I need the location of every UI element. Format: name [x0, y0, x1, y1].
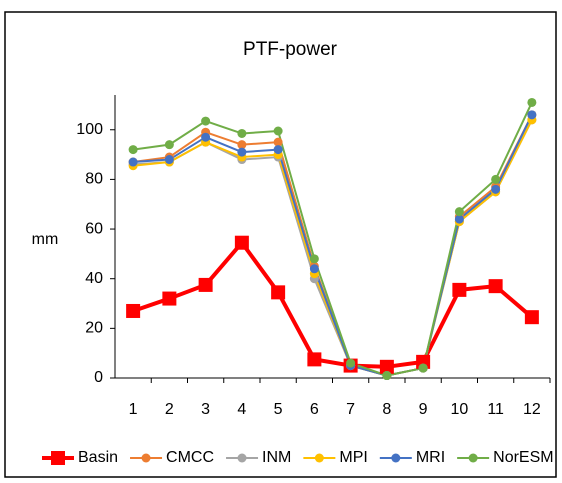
- data-point: [237, 147, 247, 157]
- data-point: [491, 184, 501, 194]
- data-point: [273, 145, 283, 155]
- data-point: [454, 214, 464, 224]
- x-tick-label: 4: [237, 401, 246, 418]
- x-tick-label: 12: [523, 401, 541, 418]
- x-tick-label: 9: [419, 401, 428, 418]
- x-tick-label: 7: [346, 401, 355, 418]
- data-point: [346, 358, 356, 368]
- legend-label: MRI: [416, 449, 445, 466]
- data-point: [382, 371, 392, 381]
- y-tick-label: 20: [85, 320, 103, 337]
- data-point: [488, 279, 503, 294]
- legend-label: Basin: [78, 449, 118, 466]
- data-point: [126, 303, 141, 318]
- x-tick-label: 3: [201, 401, 210, 418]
- data-point: [201, 116, 211, 126]
- y-tick-label: 100: [76, 121, 103, 138]
- legend-marker: [391, 453, 401, 463]
- data-point: [491, 174, 501, 184]
- data-point: [273, 126, 283, 136]
- data-point: [271, 285, 286, 300]
- data-point: [309, 254, 319, 264]
- legend-marker: [314, 453, 324, 463]
- legend-marker: [51, 451, 65, 465]
- data-point: [237, 128, 247, 138]
- legend-label: CMCC: [166, 449, 214, 466]
- legend-label: MPI: [339, 449, 367, 466]
- data-point: [162, 291, 177, 306]
- data-point: [164, 140, 174, 150]
- y-tick-label: 0: [94, 369, 103, 386]
- data-point: [309, 264, 319, 274]
- y-tick-label: 60: [85, 220, 103, 237]
- data-point: [454, 207, 464, 217]
- data-point: [273, 137, 283, 147]
- data-point: [164, 155, 174, 165]
- data-point: [128, 145, 138, 155]
- x-tick-label: 1: [129, 401, 138, 418]
- data-point: [237, 140, 247, 150]
- x-tick-label: 6: [310, 401, 319, 418]
- data-point: [379, 359, 394, 374]
- data-point: [527, 110, 537, 120]
- x-tick-label: 8: [382, 401, 391, 418]
- data-point: [524, 310, 539, 325]
- series-line: [133, 114, 533, 377]
- chart-frame: [4, 11, 557, 478]
- legend-label: INM: [262, 449, 291, 466]
- y-axis-label: mm: [32, 231, 59, 248]
- y-tick-label: 80: [85, 171, 103, 188]
- data-point: [307, 352, 322, 367]
- y-tick-label: 40: [85, 270, 103, 287]
- chart-title: PTF-power: [243, 39, 338, 60]
- data-point: [527, 97, 537, 107]
- data-point: [128, 157, 138, 167]
- data-point: [418, 363, 428, 373]
- data-point: [234, 235, 249, 250]
- data-point: [201, 132, 211, 142]
- legend-label: NorESM: [493, 449, 553, 466]
- data-point: [198, 277, 213, 292]
- series-line: [132, 102, 533, 377]
- legend-marker: [237, 453, 247, 463]
- x-tick-label: 5: [274, 401, 283, 418]
- data-point: [452, 282, 467, 297]
- x-tick-label: 11: [487, 401, 504, 418]
- x-tick-label: 2: [165, 401, 174, 418]
- legend-marker: [468, 453, 478, 463]
- x-tick-label: 10: [450, 401, 468, 418]
- legend-marker: [141, 453, 151, 463]
